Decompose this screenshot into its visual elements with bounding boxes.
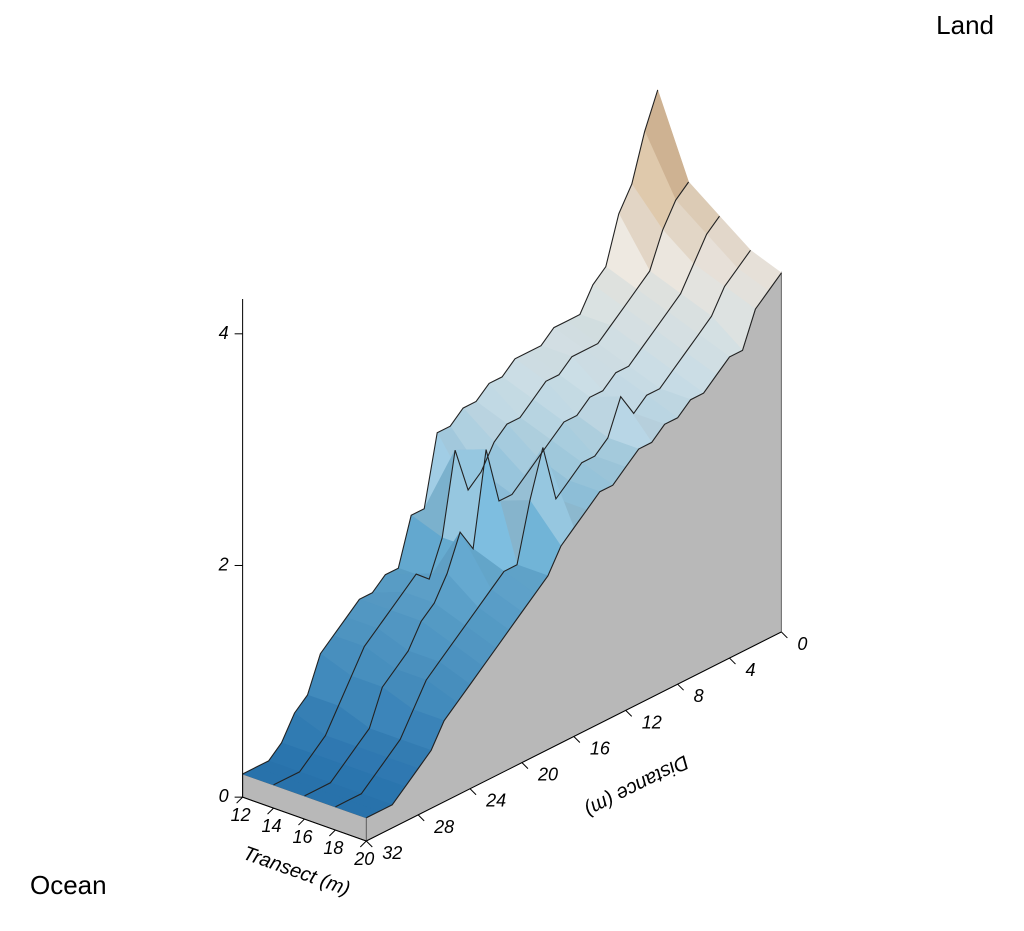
- svg-text:14: 14: [262, 816, 282, 836]
- svg-text:2: 2: [218, 554, 229, 574]
- surface3d-chart: 0241214161820Transect (m)048121620242832…: [0, 0, 1024, 931]
- svg-text:20: 20: [537, 765, 558, 785]
- svg-text:8: 8: [694, 686, 704, 706]
- land-label: Land: [936, 10, 994, 41]
- svg-text:4: 4: [745, 660, 755, 680]
- svg-text:12: 12: [642, 712, 662, 732]
- svg-text:18: 18: [323, 838, 343, 858]
- svg-text:0: 0: [797, 634, 807, 654]
- svg-text:32: 32: [382, 843, 402, 863]
- svg-text:0: 0: [219, 786, 229, 806]
- svg-text:4: 4: [219, 323, 229, 343]
- svg-text:16: 16: [292, 827, 313, 847]
- svg-text:Distance (m): Distance (m): [581, 751, 692, 822]
- svg-text:24: 24: [485, 791, 506, 811]
- svg-text:12: 12: [231, 805, 251, 825]
- svg-text:20: 20: [353, 849, 374, 869]
- svg-text:16: 16: [590, 738, 611, 758]
- svg-text:28: 28: [433, 817, 454, 837]
- ocean-label: Ocean: [30, 870, 107, 901]
